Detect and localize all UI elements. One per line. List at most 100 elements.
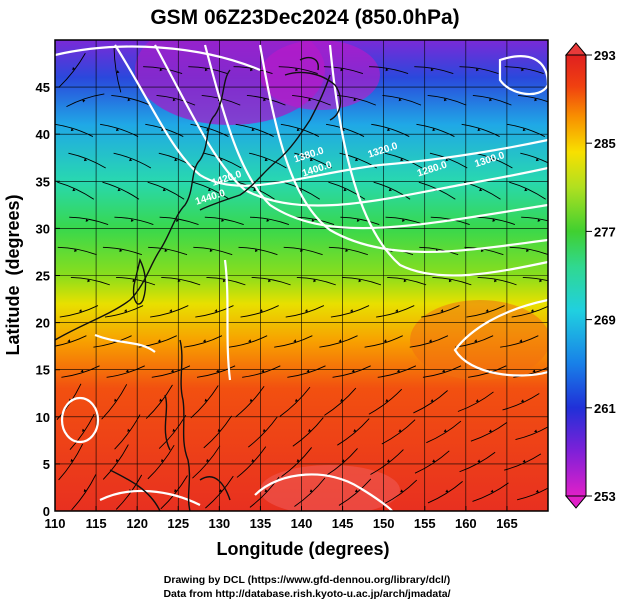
streamline (387, 276, 427, 286)
streamline (66, 93, 105, 108)
streamline (337, 95, 376, 106)
streamline (228, 335, 268, 348)
streamline (71, 474, 97, 511)
streamline (427, 481, 463, 504)
x-tick-label: 120 (126, 516, 148, 531)
streamline-arrow (214, 309, 218, 313)
colorbar-tick-label: 293 (594, 48, 616, 63)
streamline (190, 123, 229, 137)
streamline (58, 443, 84, 481)
streamline (278, 66, 318, 75)
streamline-arrow (164, 249, 168, 253)
streamline (409, 335, 449, 348)
streamline (158, 152, 197, 169)
streamline-arrow (534, 429, 538, 433)
streamline-arrow (264, 158, 268, 162)
streamline (319, 335, 358, 348)
streamline-arrow (248, 339, 252, 343)
streamline (296, 276, 336, 286)
streamline (160, 475, 188, 510)
colorbar-gradient (565, 54, 587, 497)
x-tick-label: 165 (496, 516, 518, 531)
streamline-arrow (445, 158, 449, 162)
streamline (55, 335, 87, 347)
y-tick-label: 5 (43, 457, 50, 472)
streamline-arrow (475, 68, 479, 72)
streamline-arrow (161, 128, 165, 132)
y-tick-label: 15 (36, 363, 50, 378)
streamline (522, 276, 548, 282)
streamline (57, 246, 97, 256)
x-tick-label: 150 (373, 516, 395, 531)
streamline-arrow (157, 339, 161, 343)
streamline-arrow (351, 369, 355, 373)
streamline (93, 335, 132, 348)
streamline-arrow (261, 369, 265, 373)
streamline (459, 66, 499, 75)
streamline-arrow (174, 158, 178, 162)
streamline-arrow (442, 369, 446, 373)
streamline-arrow (519, 339, 523, 343)
streamline (504, 453, 542, 471)
streamline-arrow (174, 489, 178, 493)
streamline (475, 216, 516, 226)
streamline (115, 474, 143, 510)
streamline-arrow (520, 399, 525, 403)
streamline (518, 95, 548, 103)
streamline (280, 123, 320, 137)
streamline (414, 450, 450, 474)
streamline (138, 335, 177, 348)
streamline (235, 123, 274, 137)
streamline-arrow (353, 428, 357, 432)
streamline (364, 335, 403, 348)
x-axis-ticks: 110 115 120 125 130 135 140 145 150 155 160 165 (45, 506, 518, 531)
streamline (416, 123, 455, 137)
streamline-arrow (387, 128, 391, 132)
streamline (459, 451, 496, 473)
streamline (328, 246, 368, 256)
streamline (114, 414, 141, 450)
streamline-arrow (251, 128, 255, 132)
streamline-arrow (249, 398, 253, 402)
streamline-arrow (309, 158, 314, 162)
streamline (294, 477, 326, 507)
streamline (151, 365, 191, 378)
streamline (371, 123, 410, 137)
streamline (426, 420, 462, 444)
streamline-arrow (535, 158, 539, 162)
streamline (287, 365, 326, 378)
x-tick-label: 155 (414, 516, 436, 531)
streamline (283, 246, 323, 256)
streamline (506, 123, 545, 137)
streamline (69, 413, 95, 450)
streamline (472, 95, 512, 106)
streamline-arrow (80, 369, 84, 373)
streamline-arrow (474, 339, 478, 343)
y-tick-label: 30 (36, 221, 50, 236)
streamline (413, 390, 448, 414)
streamline-arrow (479, 188, 483, 192)
streamline (373, 181, 411, 200)
streamline (236, 446, 267, 478)
colorbar-tick-label: 253 (594, 489, 616, 504)
streamline-arrow (74, 249, 78, 253)
streamline-arrow (204, 398, 208, 402)
streamline (513, 366, 548, 378)
x-tick-label: 135 (250, 516, 272, 531)
streamline (147, 181, 185, 200)
streamline-arrow (216, 369, 220, 373)
streamline (102, 181, 140, 200)
streamline-arrow (440, 309, 444, 313)
colorbar-tick-label: 261 (594, 401, 616, 416)
streamline (68, 152, 106, 169)
streamline (190, 385, 219, 419)
streamline-arrow (395, 309, 399, 313)
streamline-arrow (296, 128, 300, 132)
streamline-arrow (132, 279, 136, 283)
streamline (324, 387, 357, 416)
streamline-arrow (159, 68, 163, 72)
streamline (147, 444, 175, 480)
streamline (69, 216, 109, 226)
y-tick-label: 0 (43, 504, 50, 519)
plot-area (55, 40, 548, 511)
